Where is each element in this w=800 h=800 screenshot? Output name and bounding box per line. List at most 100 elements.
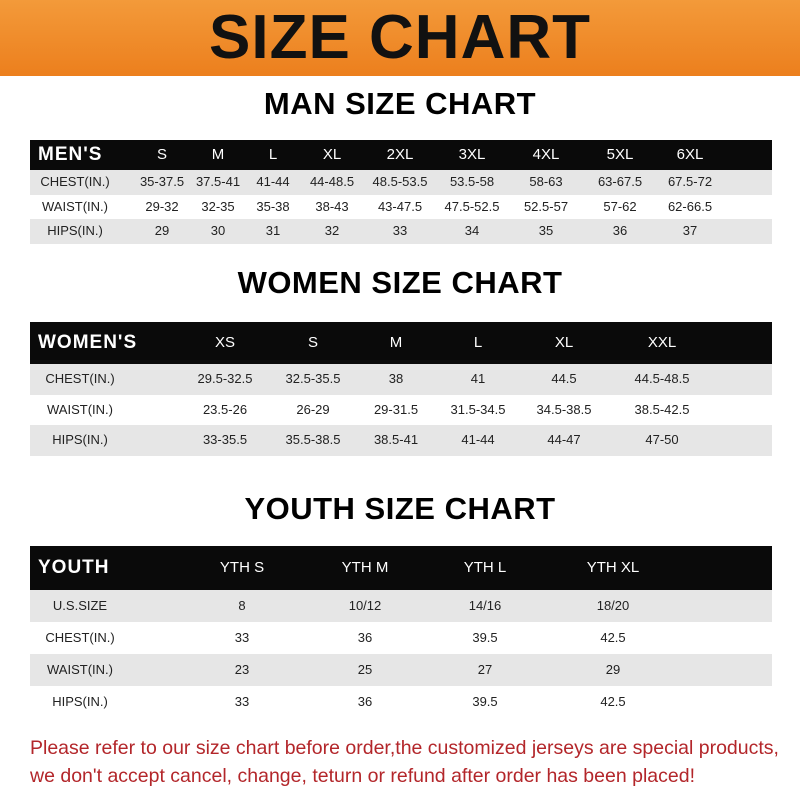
men-section-title: MAN SIZE CHART [263,86,537,121]
size-column-header: 4XL [532,146,560,163]
measurement-value: 36 [612,223,628,238]
measurement-value: 29.5-32.5 [197,371,253,386]
measurement-value: 38.5-42.5 [634,401,690,417]
size-column-header: XXL [647,334,677,351]
order-notice-line-2: we don't accept cancel, change, teturn o… [30,765,695,787]
measurement-label: HIPS(IN.) [52,432,108,447]
size-column-header: M [211,146,225,163]
measurement-value: 33 [234,630,250,645]
measurement-value: 23.5-26 [202,401,248,417]
measurement-value: 8 [238,598,246,613]
measurement-value: 41 [470,371,486,386]
measurement-value: 41-44 [256,174,290,189]
measurement-value: 26-29 [296,401,330,417]
measurement-value: 35-37.5 [139,174,185,189]
measurement-value: 33-35.5 [202,432,248,447]
table-header-row: MEN'S S M L XL 2XL 3XL 4XL 5XL 6XL [30,140,772,170]
measurement-value: 41-44 [461,432,495,447]
measurement-label: WAIST(IN.) [47,401,113,417]
measurement-value: 33 [234,694,250,709]
measurement-value: 35.5-38.5 [285,432,341,447]
measurement-value: 53.5-58 [449,174,495,189]
measurement-value: 44-48.5 [309,174,355,189]
measurement-value: 23 [234,662,250,677]
size-column-header: S [307,334,319,351]
size-column-header: XL [322,146,342,163]
measurement-value: 29-31.5 [373,401,419,417]
measurement-value: 35-38 [256,198,290,214]
table-row: CHEST(IN.) 29.5-32.5 32.5-35.5 38 41 44.5 44.5… [30,364,772,395]
measurement-value: 67.5-72 [667,174,713,189]
measurement-value: 43-47.5 [377,198,423,214]
measurement-value: 27 [477,662,493,677]
measurement-value: 37 [682,223,698,238]
measurement-value: 37.5-41 [195,174,241,189]
table-category-label: WOMEN'S [38,332,138,353]
size-column-header: 3XL [458,146,486,163]
measurement-value: 38.5-41 [373,432,419,447]
size-column-header: XS [214,334,236,351]
measurement-label: CHEST(IN.) [45,371,115,386]
youth-section-title: YOUTH SIZE CHART [244,491,556,526]
size-column-header: S [156,146,168,163]
measurement-value: 29 [154,223,170,238]
measurement-value: 25 [357,662,373,677]
size-column-header: YTH XL [586,559,640,576]
measurement-value: 29-32 [145,198,179,214]
table-header-row: WOMEN'S XS S M L XL XXL [30,322,772,364]
measurement-value: 32-35 [201,198,235,214]
measurement-label: WAIST(IN.) [42,198,108,214]
table-row: HIPS(IN.) 29 30 31 32 33 34 35 36 37 [30,219,772,244]
size-column-header: 2XL [386,146,414,163]
measurement-value: 52.5-57 [523,198,569,214]
measurement-value: 32 [324,223,340,238]
measurement-value: 31.5-34.5 [450,401,506,417]
measurement-value: 34 [464,223,480,238]
measurement-value: 57-62 [603,198,637,214]
table-row: U.S.SIZE 8 10/12 14/16 18/20 [30,590,772,622]
order-notice-line-1: Please refer to our size chart before or… [30,737,779,759]
size-column-header: XL [554,334,574,351]
measurement-value: 35 [538,223,554,238]
table-row: WAIST(IN.) 23 25 27 29 [30,654,772,686]
measurement-value: 14/16 [468,598,502,613]
measurement-label: U.S.SIZE [52,598,108,613]
women-section-title: WOMEN SIZE CHART [237,265,563,300]
measurement-value: 48.5-53.5 [372,174,428,189]
measurement-value: 44-47 [547,432,581,447]
measurement-label: CHEST(IN.) [45,630,115,645]
measurement-value: 42.5 [600,630,626,645]
table-row: CHEST(IN.) 33 36 39.5 42.5 [30,622,772,654]
measurement-value: 32.5-35.5 [285,371,341,386]
measurement-value: 44.5 [551,371,577,386]
measurement-label: WAIST(IN.) [47,662,113,677]
table-category-label: MEN'S [38,144,103,165]
measurement-value: 63-67.5 [597,174,643,189]
size-column-header: YTH M [341,559,389,576]
measurement-value: 44.5-48.5 [634,371,690,386]
measurement-value: 36 [357,694,373,709]
measurement-value: 58-63 [529,174,563,189]
table-row: HIPS(IN.) 33-35.5 35.5-38.5 38.5-41 41-44 44-… [30,425,772,456]
size-column-header: 6XL [676,146,704,163]
size-column-header: YTH S [219,559,265,576]
measurement-label: HIPS(IN.) [47,223,103,238]
measurement-value: 34.5-38.5 [536,401,592,417]
table-header-row: YOUTH YTH S YTH M YTH L YTH XL [30,546,772,590]
size-column-header: M [389,334,403,351]
size-column-header: L [473,334,483,351]
table-category-label: YOUTH [38,557,110,578]
measurement-value: 39.5 [472,630,498,645]
table-row: WAIST(IN.) 23.5-26 26-29 29-31.5 31.5-34.5 34… [30,394,772,425]
banner-title: SIZE CHART [209,3,591,72]
measurement-value: 18/20 [596,598,630,613]
size-column-header: 5XL [606,146,634,163]
measurement-value: 47-50 [645,432,679,447]
measurement-value: 36 [357,630,373,645]
table-row: WAIST(IN.) 29-32 32-35 35-38 38-43 43-47.5 47.… [30,194,772,219]
measurement-value: 38-43 [315,198,349,214]
size-column-header: YTH L [463,559,507,576]
measurement-label: CHEST(IN.) [40,174,110,189]
measurement-value: 10/12 [348,598,382,613]
measurement-value: 29 [605,662,621,677]
